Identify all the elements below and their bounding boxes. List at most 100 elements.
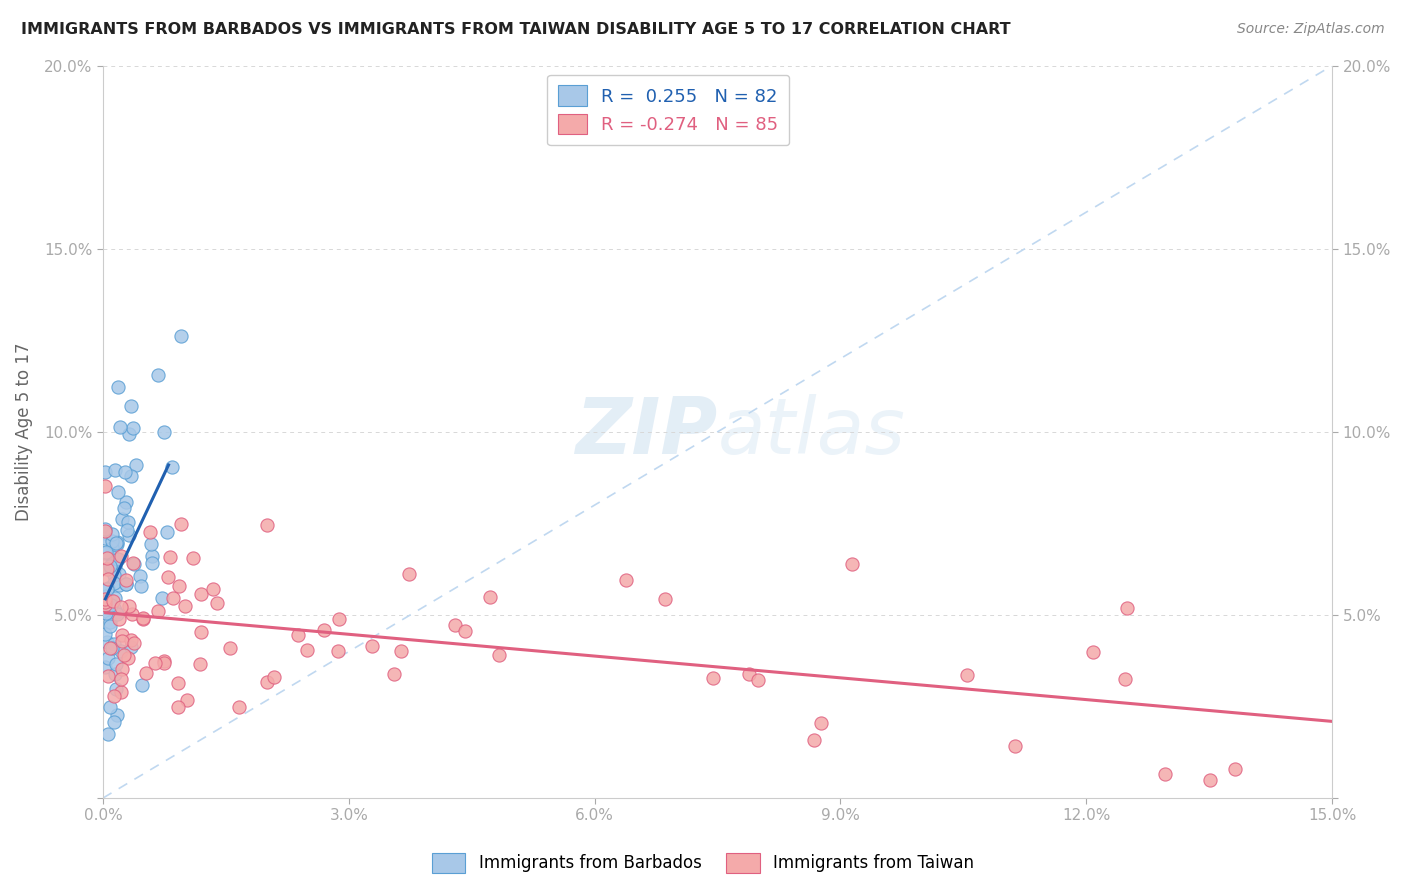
Point <box>314 623 336 637</box>
Point <box>256 518 278 533</box>
Point <box>256 674 278 689</box>
Point <box>105 707 128 722</box>
Point <box>153 654 176 668</box>
Point <box>188 657 211 671</box>
Point <box>110 600 132 615</box>
Point <box>125 458 148 472</box>
Point <box>97 651 120 665</box>
Point <box>160 459 183 474</box>
Point <box>120 400 142 414</box>
Point <box>1116 600 1139 615</box>
Point <box>104 666 127 681</box>
Point <box>129 579 152 593</box>
Point <box>101 541 124 555</box>
Point <box>120 468 142 483</box>
Point <box>654 591 676 606</box>
Point <box>118 528 141 542</box>
Point <box>104 591 127 605</box>
Point <box>94 544 117 558</box>
Point <box>1081 645 1104 659</box>
Point <box>841 557 863 571</box>
Point <box>101 539 124 553</box>
Point <box>157 570 180 584</box>
Text: ZIP: ZIP <box>575 394 717 470</box>
Point <box>150 591 173 605</box>
Point <box>131 678 153 692</box>
Point <box>94 524 117 539</box>
Point <box>117 651 139 665</box>
Point <box>110 662 132 676</box>
Point <box>956 668 979 682</box>
Point <box>382 666 405 681</box>
Point <box>96 562 118 576</box>
Point <box>360 640 382 654</box>
Point <box>181 551 204 566</box>
Point <box>110 685 132 699</box>
Point <box>153 425 176 440</box>
Point <box>122 636 145 650</box>
Point <box>190 587 212 601</box>
Point <box>101 533 124 548</box>
Point <box>96 668 118 682</box>
Point <box>103 690 125 704</box>
Point <box>135 665 157 680</box>
Point <box>389 644 412 658</box>
Point <box>1225 763 1247 777</box>
Point <box>96 582 118 596</box>
Point <box>112 648 135 663</box>
Point <box>1114 672 1136 686</box>
Point <box>166 699 188 714</box>
Point <box>201 582 224 596</box>
Point <box>141 556 163 570</box>
Point <box>173 599 195 613</box>
Point <box>96 634 118 648</box>
Point <box>94 659 117 673</box>
Point <box>107 484 129 499</box>
Point <box>107 552 129 566</box>
Point <box>97 727 120 741</box>
Legend: Immigrants from Barbados, Immigrants from Taiwan: Immigrants from Barbados, Immigrants fro… <box>425 847 981 880</box>
Point <box>810 715 832 730</box>
Point <box>94 627 117 641</box>
Point <box>738 666 761 681</box>
Point <box>104 463 127 477</box>
Point <box>111 634 134 648</box>
Point <box>156 525 179 540</box>
Point <box>205 596 228 610</box>
Point <box>118 426 141 441</box>
Point <box>103 637 125 651</box>
Point <box>122 556 145 570</box>
Point <box>105 537 128 551</box>
Point <box>94 522 117 536</box>
Point <box>107 578 129 592</box>
Point <box>104 605 127 619</box>
Point <box>103 568 125 582</box>
Point <box>1199 772 1222 787</box>
Point <box>152 656 174 670</box>
Point <box>488 648 510 662</box>
Point <box>97 605 120 619</box>
Point <box>103 601 125 615</box>
Point <box>98 593 121 607</box>
Point <box>108 612 131 626</box>
Point <box>96 551 118 566</box>
Point <box>101 527 124 541</box>
Point <box>190 624 212 639</box>
Point <box>121 607 143 622</box>
Point <box>219 640 242 655</box>
Point <box>176 692 198 706</box>
Point <box>287 628 309 642</box>
Point <box>115 574 138 588</box>
Point <box>162 591 184 606</box>
Point <box>120 640 142 655</box>
Point <box>112 501 135 516</box>
Point <box>122 421 145 435</box>
Point <box>170 517 193 532</box>
Point <box>98 593 121 607</box>
Point <box>105 534 128 549</box>
Point <box>105 536 128 550</box>
Point <box>98 615 121 629</box>
Point <box>108 566 131 581</box>
Point <box>94 589 117 603</box>
Point <box>101 549 124 564</box>
